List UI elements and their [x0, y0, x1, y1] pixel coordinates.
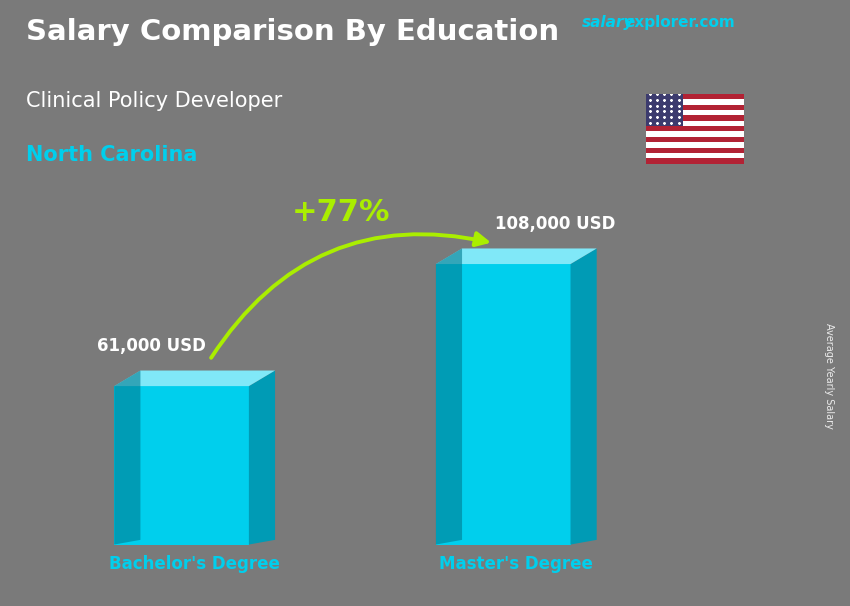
Bar — [646, 105, 744, 110]
Polygon shape — [436, 264, 570, 545]
Text: Master's Degree: Master's Degree — [439, 555, 593, 573]
Bar — [646, 94, 744, 99]
Polygon shape — [570, 248, 597, 545]
Bar — [646, 99, 744, 105]
Bar — [646, 137, 744, 142]
Text: Bachelor's Degree: Bachelor's Degree — [109, 555, 280, 573]
Text: North Carolina: North Carolina — [26, 145, 197, 165]
Bar — [646, 94, 683, 126]
Bar — [646, 132, 744, 137]
Bar — [646, 121, 744, 126]
Bar — [646, 110, 744, 115]
Bar — [646, 115, 744, 121]
Text: Salary Comparison By Education: Salary Comparison By Education — [26, 18, 558, 46]
Text: salary: salary — [582, 15, 635, 30]
Polygon shape — [114, 370, 275, 386]
Text: Clinical Policy Developer: Clinical Policy Developer — [26, 91, 281, 111]
Polygon shape — [114, 386, 249, 545]
Text: explorer.com: explorer.com — [625, 15, 735, 30]
Text: +77%: +77% — [292, 198, 390, 227]
Polygon shape — [436, 248, 597, 264]
Bar — [646, 147, 744, 153]
Bar — [646, 126, 744, 132]
Bar — [646, 153, 744, 158]
Bar — [646, 142, 744, 147]
Text: Average Yearly Salary: Average Yearly Salary — [824, 323, 834, 428]
Polygon shape — [436, 248, 462, 545]
Polygon shape — [114, 370, 140, 545]
Text: 108,000 USD: 108,000 USD — [496, 215, 615, 233]
Polygon shape — [249, 370, 275, 545]
Bar — [646, 158, 744, 164]
Text: 61,000 USD: 61,000 USD — [97, 337, 206, 355]
FancyArrowPatch shape — [211, 233, 487, 358]
